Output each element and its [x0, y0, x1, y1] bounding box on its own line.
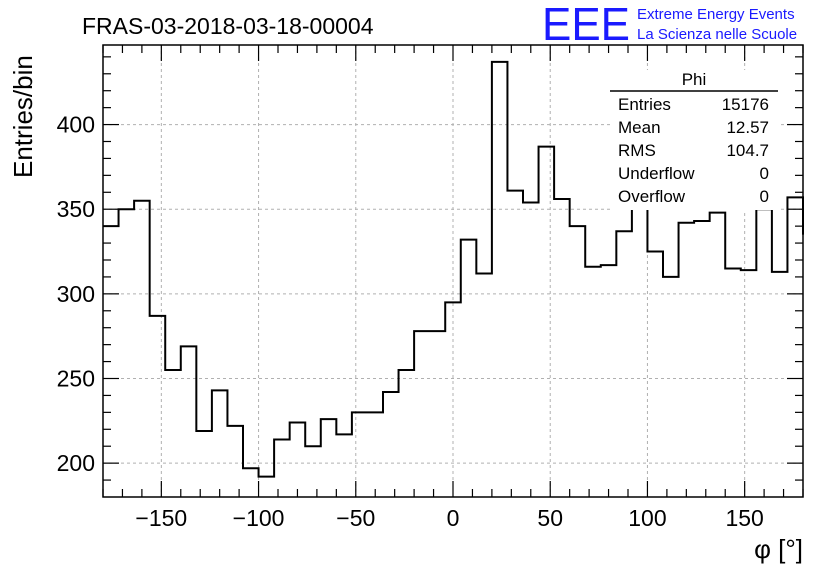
stats-row-value: 12.57 — [726, 118, 769, 137]
x-tick-label: −50 — [336, 505, 375, 531]
stats-row-value: 15176 — [722, 95, 769, 114]
stats-row-label: Mean — [618, 118, 661, 137]
brand-logo: EEE Extreme Energy Events La Scienza nel… — [542, 0, 797, 50]
stats-row-label: Overflow — [618, 187, 686, 206]
x-axis-title: φ [°] — [754, 534, 803, 564]
stats-box: Phi Entries 15176 Mean 12.57 RMS 104.7 Underfl… — [610, 70, 778, 210]
x-tick-label: 150 — [725, 505, 763, 531]
brand-line-1: Extreme Energy Events — [637, 6, 795, 23]
brand-line-2: La Scienza nelle Scuole — [637, 26, 797, 43]
stats-row-label: Underflow — [618, 164, 695, 183]
stats-row-value: 0 — [760, 164, 769, 183]
stats-box-bg — [610, 70, 778, 210]
stats-box-title: Phi — [682, 70, 707, 89]
y-axis-title: Entries/bin — [8, 55, 38, 178]
x-tick-label: −150 — [135, 505, 187, 531]
x-tick-label: 100 — [628, 505, 666, 531]
stats-row-label: RMS — [618, 141, 656, 160]
y-tick-label: 250 — [57, 365, 95, 391]
chart-title: FRAS-03-2018-03-18-00004 — [82, 13, 374, 39]
y-tick-label: 200 — [57, 450, 95, 476]
y-tick-label: 300 — [57, 281, 95, 307]
x-tick-label: 0 — [447, 505, 460, 531]
axis-labels: −150 −100 −50 0 50 100 150 200 250 300 350 400 — [57, 112, 764, 531]
y-tick-label: 350 — [57, 196, 95, 222]
stats-row-value: 104.7 — [726, 141, 769, 160]
eee-logo-text: EEE — [542, 0, 630, 50]
x-tick-label: −100 — [233, 505, 285, 531]
y-tick-label: 400 — [57, 112, 95, 138]
axis-ticks — [102, 45, 804, 497]
stats-row-label: Entries — [618, 95, 671, 114]
x-tick-label: 50 — [537, 505, 563, 531]
histogram-outline — [103, 60, 804, 478]
histogram-bins — [103, 60, 804, 478]
stats-row-value: 0 — [760, 187, 769, 206]
